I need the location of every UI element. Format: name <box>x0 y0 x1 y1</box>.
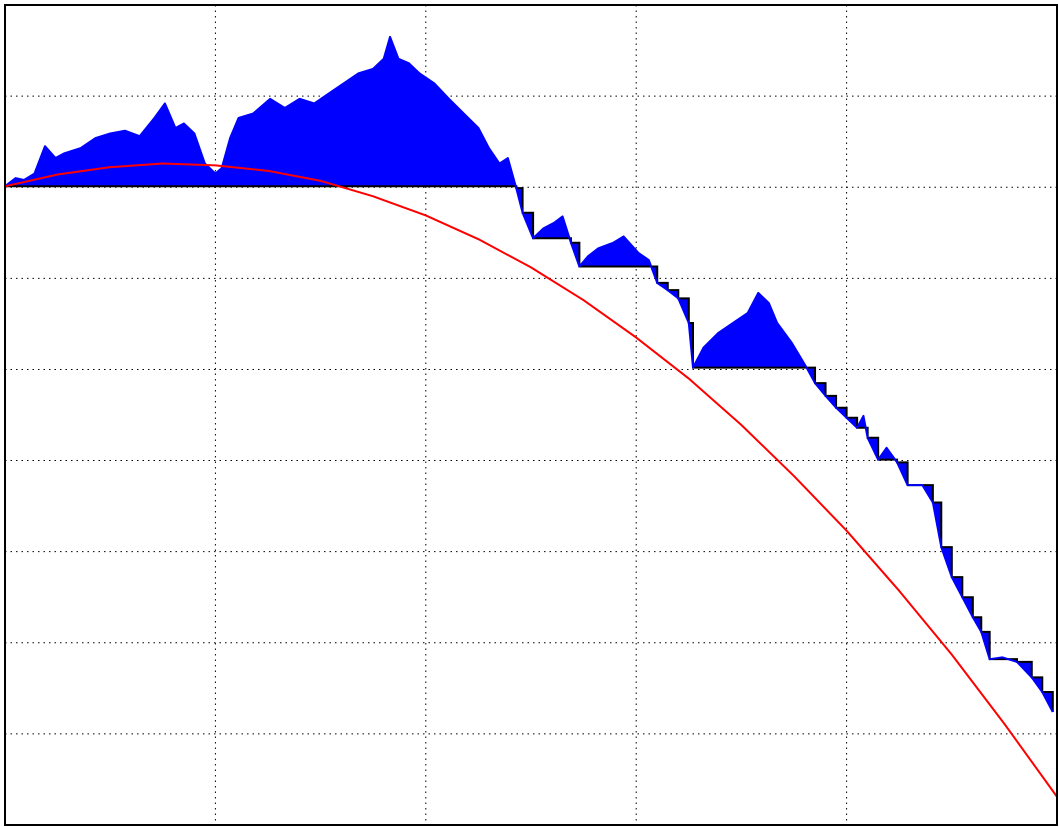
plot-frame <box>4 4 1058 826</box>
area-fill <box>5 36 1053 713</box>
running-min <box>5 185 1054 713</box>
series-line <box>4 35 1054 713</box>
series-line <box>4 162 1058 798</box>
